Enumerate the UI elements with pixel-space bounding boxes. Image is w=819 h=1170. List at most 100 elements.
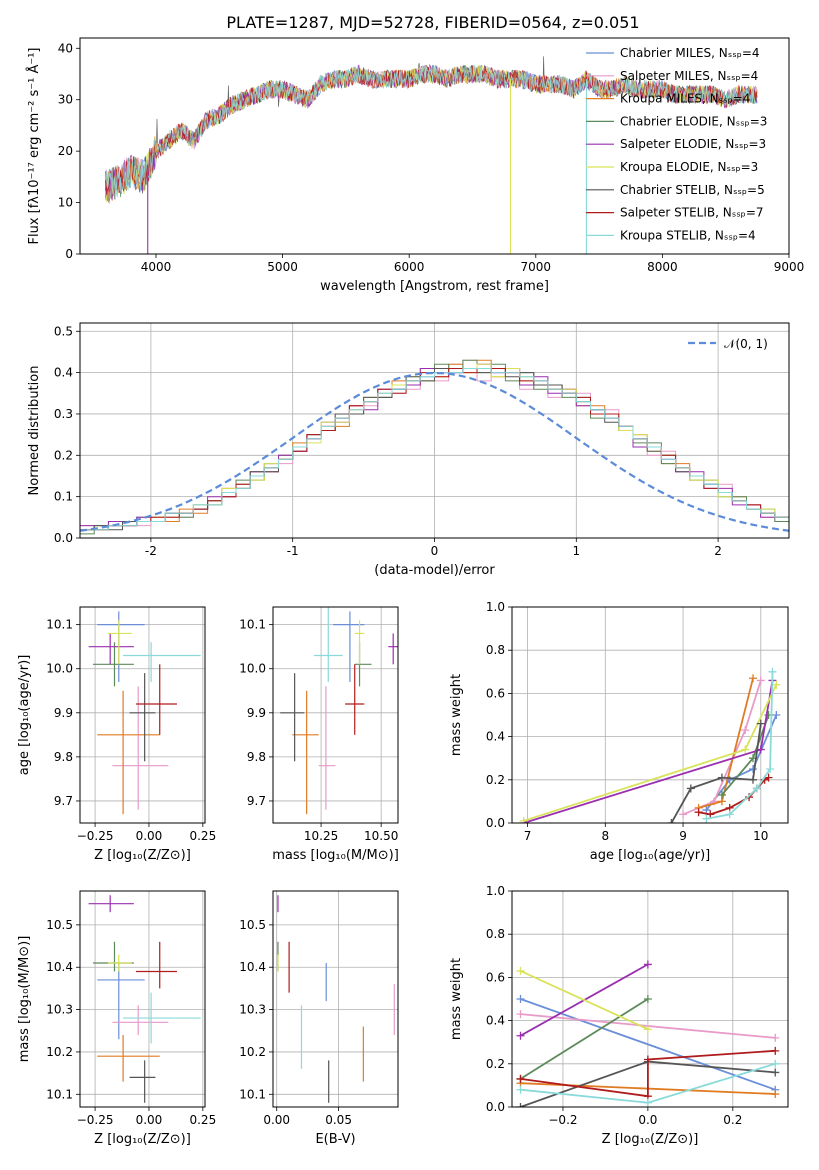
residuals-xtick-label: 2 <box>714 544 722 558</box>
weight-point-marker <box>516 1010 525 1019</box>
weight-point-marker <box>745 793 754 802</box>
z-age-data <box>88 611 201 815</box>
mass-age-xtick-label: 10.50 <box>364 829 398 843</box>
residuals-xtick-label: 0 <box>431 544 439 558</box>
weight-point-marker <box>771 1046 780 1055</box>
weight-point-marker <box>516 1031 525 1040</box>
z-mass-xtick-label: 0.25 <box>189 1113 216 1127</box>
weight-point-marker <box>756 676 765 685</box>
ebv-mass-ytick-label: 10.1 <box>239 1087 266 1101</box>
ebv-mass-data <box>277 895 395 1103</box>
legend-entry: Kroupa MILES, Nₛₛₚ=4 <box>620 92 750 106</box>
residuals-xtick-label: 1 <box>572 544 580 558</box>
legend-entry: Salpeter STELIB, Nₛₛₚ=7 <box>620 206 764 220</box>
age-weight-ytick-label: 0.2 <box>486 773 505 787</box>
weight-point-marker <box>702 814 711 823</box>
z-age-frame <box>79 606 206 824</box>
weight-series-line <box>520 970 649 1031</box>
weight-point-marker <box>764 773 773 782</box>
mass-age-ytick-label: 9.8 <box>247 750 266 764</box>
weight-point-marker <box>752 784 761 793</box>
weight-point-marker <box>679 810 688 819</box>
z-age-panel: −0.25 0.00 0.25 9.7 9.8 9.9 10.0 10.1 Z [log₁₀(Z… <box>17 606 216 863</box>
spectrum-legend: Chabrier MILES, Nₛₛₚ=4 Salpeter MILES, Nₛ… <box>586 46 767 242</box>
spectrum-ytick-label: 30 <box>58 93 73 107</box>
z-mass-ylabel: mass [log₁₀(M/M⊙)] <box>17 936 32 1063</box>
z-weight-ytick-label: 0.8 <box>486 927 505 941</box>
z-weight-xlabel: Z [log₁₀(Z/Z⊙)] <box>602 1132 699 1147</box>
age-weight-ytick-label: 0.0 <box>486 816 505 830</box>
weight-point-marker <box>749 674 758 683</box>
z-age-xtick-label: −0.25 <box>77 829 114 843</box>
weight-point-marker <box>686 784 695 793</box>
weight-point-marker <box>717 790 726 799</box>
ebv-mass-ytick-label: 10.4 <box>239 960 266 974</box>
z-mass-ytick-label: 10.3 <box>46 1003 73 1017</box>
residuals-panel: -2 -1 0 1 2 0.0 0.1 0.2 0.3 0.4 0.5 (data-model)/er… <box>27 322 790 578</box>
z-weight-ylabel: mass weight <box>449 958 464 1040</box>
mass-age-xlabel: mass [log₁₀(M/M⊙)] <box>272 848 399 863</box>
residuals-ytick-label: 0.1 <box>54 490 73 504</box>
weight-point-marker <box>772 680 781 689</box>
spectrum-xtick-label: 6000 <box>394 260 425 274</box>
z-weight-ytick-label: 0.4 <box>486 1014 505 1028</box>
spectrum-frame <box>79 37 790 255</box>
z-mass-ytick-label: 10.1 <box>46 1087 73 1101</box>
legend-entry: Salpeter ELODIE, Nₛₛₚ=3 <box>620 137 766 151</box>
weight-point-marker <box>768 667 777 676</box>
z-age-xlabel: Z [log₁₀(Z/Z⊙)] <box>94 848 191 863</box>
z-weight-panel: −0.2 0.0 0.2 0.0 0.2 0.4 0.6 0.8 1.0 Z [log₁₀(Z/Z… <box>449 884 789 1147</box>
age-weight-ytick-label: 0.4 <box>486 730 505 744</box>
legend-entry: Kroupa ELODIE, Nₛₛₚ=3 <box>620 160 758 174</box>
weight-series-line <box>520 998 649 1080</box>
legend-entry: Chabrier ELODIE, Nₛₛₚ=3 <box>620 114 767 128</box>
weight-point-marker <box>741 745 750 754</box>
z-age-ytick-label: 9.8 <box>54 750 73 764</box>
spectrum-ytick-label: 0 <box>65 247 73 261</box>
weight-point-marker <box>766 765 775 773</box>
z-age-ytick-label: 9.7 <box>54 794 73 808</box>
age-weight-ytick-label: 0.6 <box>486 686 505 700</box>
weight-point-marker <box>756 719 765 728</box>
mass-age-frame <box>272 606 399 824</box>
age-weight-xtick-label: 9 <box>679 829 687 843</box>
weight-point-marker <box>516 1074 525 1083</box>
z-weight-data <box>516 960 780 1107</box>
spectrum-xtick-label: 8000 <box>647 260 678 274</box>
z-age-xtick-label: 0.00 <box>136 829 163 843</box>
z-weight-ytick-label: 1.0 <box>486 884 505 898</box>
weight-point-marker <box>772 711 781 719</box>
z-mass-ytick-label: 10.4 <box>46 960 73 974</box>
figure-title: PLATE=1287, MJD=52728, FIBERID=0564, z=0… <box>226 13 639 32</box>
spectrum-xtick-label: 5000 <box>267 260 298 274</box>
z-mass-frame <box>79 890 206 1108</box>
weight-point-marker <box>771 1090 780 1099</box>
weight-point-marker <box>643 1055 652 1064</box>
weight-point-marker <box>717 773 726 782</box>
mass-age-ytick-label: 10.0 <box>239 662 266 676</box>
z-mass-ytick-label: 10.5 <box>46 918 73 932</box>
weight-point-marker <box>516 995 525 1003</box>
mass-age-ytick-label: 9.9 <box>247 706 266 720</box>
z-mass-ytick-label: 10.2 <box>46 1045 73 1059</box>
spectrum-xlabel: wavelength [Angstrom, rest frame] <box>320 279 549 294</box>
weight-point-marker <box>749 765 758 773</box>
age-weight-xlabel: age [log₁₀(age/yr)] <box>590 848 711 863</box>
legend-entry: Salpeter MILES, Nₛₛₚ=4 <box>620 69 758 83</box>
weight-point-marker <box>771 1033 780 1042</box>
mass-age-data <box>280 607 398 815</box>
residuals-xtick-label: -2 <box>145 544 157 558</box>
ebv-mass-frame <box>272 890 399 1108</box>
legend-entry: Chabrier STELIB, Nₛₛₚ=5 <box>620 183 765 197</box>
spectrum-panel: 4000 5000 6000 7000 8000 9000 0 10 20 30 40 wavelen… <box>26 37 804 294</box>
residuals-xtick-label: -1 <box>287 544 299 558</box>
age-weight-ytick-label: 0.8 <box>486 643 505 657</box>
mass-age-panel: 10.25 10.50 9.7 9.8 9.9 10.0 10.1 mass [log₁₀(M… <box>239 606 399 863</box>
residuals-data <box>80 359 789 538</box>
legend-entry: Chabrier MILES, Nₛₛₚ=4 <box>620 46 760 60</box>
z-age-xtick-label: 0.25 <box>189 829 216 843</box>
weight-series-line <box>698 776 770 816</box>
z-weight-ytick-label: 0.6 <box>486 970 505 984</box>
age-weight-panel: 7 8 9 10 0.0 0.2 0.4 0.6 0.8 1.0 age [log₁₀(age/yr… <box>449 600 789 863</box>
